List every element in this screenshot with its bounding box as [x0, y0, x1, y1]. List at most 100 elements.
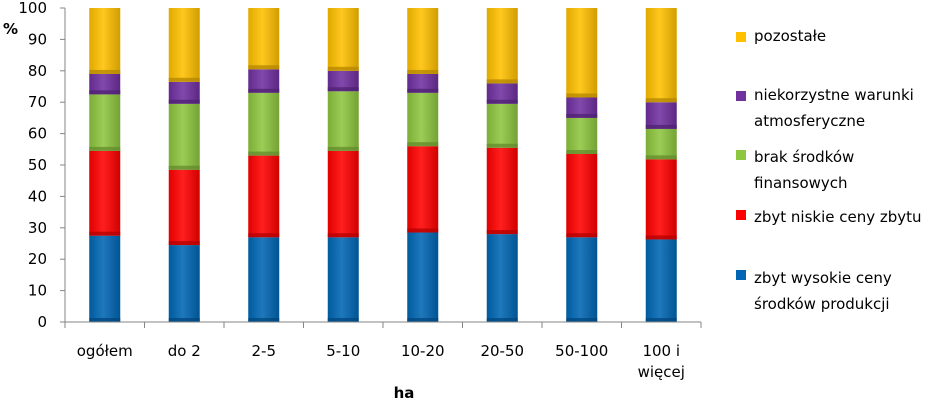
- bar-segment-shadow: [407, 318, 439, 322]
- x-tick-label: 50-100: [555, 342, 608, 360]
- bar-segment-shadow: [407, 142, 439, 147]
- bar-segment-shadow: [248, 318, 280, 322]
- bar-segment-shadow: [566, 233, 598, 238]
- bar-segment-shadow: [327, 146, 359, 151]
- bar-segment-shadow: [168, 241, 200, 246]
- legend-label: zbyt wysokie ceny środków produkcji: [754, 269, 892, 313]
- bar-segment-shadow: [327, 66, 359, 71]
- bar-segment: [168, 103, 200, 170]
- bar-segment-shadow: [486, 99, 518, 104]
- bar-segment: [327, 91, 359, 151]
- legend: pozostałe niekorzystne warunki atmosferycz…: [736, 27, 922, 313]
- bar-segment: [248, 237, 280, 322]
- bar-segment: [645, 128, 677, 160]
- bar-segment-shadow: [168, 77, 200, 82]
- bar-segment-shadow: [168, 99, 200, 104]
- x-tick-label: 100 i więcej: [638, 342, 685, 381]
- bar-segment-shadow: [248, 151, 280, 156]
- legend-swatch: [736, 150, 746, 160]
- bar-segment: [645, 102, 677, 129]
- bar-segment: [248, 8, 280, 70]
- bar-segment-shadow: [566, 150, 598, 155]
- y-tick-label: 70: [28, 93, 47, 111]
- x-tick-label: ogółem: [77, 342, 133, 360]
- bar-segment-shadow: [645, 318, 677, 322]
- bar-segment: [89, 94, 121, 151]
- x-axis-title: ha: [394, 384, 415, 401]
- legend-swatch: [736, 91, 746, 101]
- bars: [89, 8, 677, 322]
- y-tick-label: 50: [28, 156, 47, 174]
- bar-segment-shadow: [89, 146, 121, 151]
- bar-segment: [168, 245, 200, 322]
- bar-segment-shadow: [89, 318, 121, 322]
- bar-segment: [486, 234, 518, 322]
- bar-segment: [645, 239, 677, 322]
- bar-segment: [327, 237, 359, 322]
- bar-segment-shadow: [407, 69, 439, 74]
- bar-segment: [566, 154, 598, 238]
- bar-segment-shadow: [566, 93, 598, 98]
- x-tick-label: 5-10: [326, 342, 360, 360]
- bar-segment-shadow: [89, 69, 121, 74]
- y-tick-label: 20: [28, 250, 47, 268]
- bar-segment: [486, 8, 518, 84]
- y-tick-label: 0: [37, 313, 47, 331]
- bar-segment-shadow: [486, 143, 518, 148]
- y-tick-label: 90: [28, 30, 47, 48]
- bar-segment-shadow: [327, 87, 359, 92]
- legend-swatch: [736, 270, 746, 280]
- legend-swatch: [736, 32, 746, 42]
- bar-segment-shadow: [248, 65, 280, 70]
- legend-label: brak środków finansowych: [754, 148, 854, 192]
- legend-label: pozostałe: [754, 27, 826, 45]
- bar-segment-shadow: [486, 318, 518, 322]
- y-tick-label: 60: [28, 125, 47, 143]
- bar-segment-shadow: [645, 155, 677, 160]
- x-tick-label: 10-20: [401, 342, 445, 360]
- bar-segment-shadow: [407, 228, 439, 233]
- bar-segment: [566, 237, 598, 322]
- bar-segment: [327, 70, 359, 92]
- bar-segment: [168, 81, 200, 104]
- bar-segment-shadow: [566, 113, 598, 118]
- bar-segment-shadow: [168, 165, 200, 170]
- bar-segment-shadow: [327, 318, 359, 322]
- bar-segment-shadow: [168, 318, 200, 322]
- legend-label: zbyt niskie ceny zbytu: [754, 208, 922, 226]
- bar-segment: [248, 155, 280, 238]
- x-tick-marks: [64, 322, 702, 328]
- y-axis-title: %: [3, 20, 18, 38]
- bar-segment-shadow: [486, 230, 518, 235]
- bar-segment: [89, 73, 121, 95]
- bar-segment: [168, 169, 200, 246]
- bar-segment: [566, 117, 598, 155]
- x-tick-label: 2-5: [252, 342, 277, 360]
- bar-segment: [89, 150, 121, 236]
- y-tick-labels: 0 10 20 30 40 50 60 70 80 90 100: [18, 0, 65, 331]
- bar-segment: [486, 83, 518, 104]
- y-tick-label: 30: [28, 219, 47, 237]
- bar-segment: [645, 159, 677, 240]
- bar-segment: [248, 92, 280, 156]
- bar-segment-shadow: [645, 124, 677, 129]
- bar-segment-shadow: [248, 233, 280, 238]
- bar-segment: [248, 69, 280, 93]
- bar-segment: [89, 8, 121, 74]
- bar-segment: [168, 8, 200, 82]
- y-tick-label: 80: [28, 62, 47, 80]
- bar-segment-shadow: [89, 90, 121, 95]
- bar-segment: [407, 73, 439, 93]
- legend-swatch: [736, 210, 746, 220]
- legend-label: niekorzystne warunki atmosferyczne: [754, 86, 914, 130]
- bar-segment-shadow: [645, 98, 677, 103]
- bar-segment-shadow: [407, 88, 439, 93]
- bar-segment-shadow: [486, 79, 518, 84]
- bar-segment-shadow: [566, 318, 598, 322]
- bar-segment: [407, 232, 439, 322]
- bar-segment: [566, 8, 598, 98]
- bar-segment: [486, 147, 518, 235]
- x-tick-labels: ogółem do 2 2-5 5-10 10-20 20-50 50-100 100 i wi…: [77, 342, 685, 381]
- bar-segment: [89, 235, 121, 322]
